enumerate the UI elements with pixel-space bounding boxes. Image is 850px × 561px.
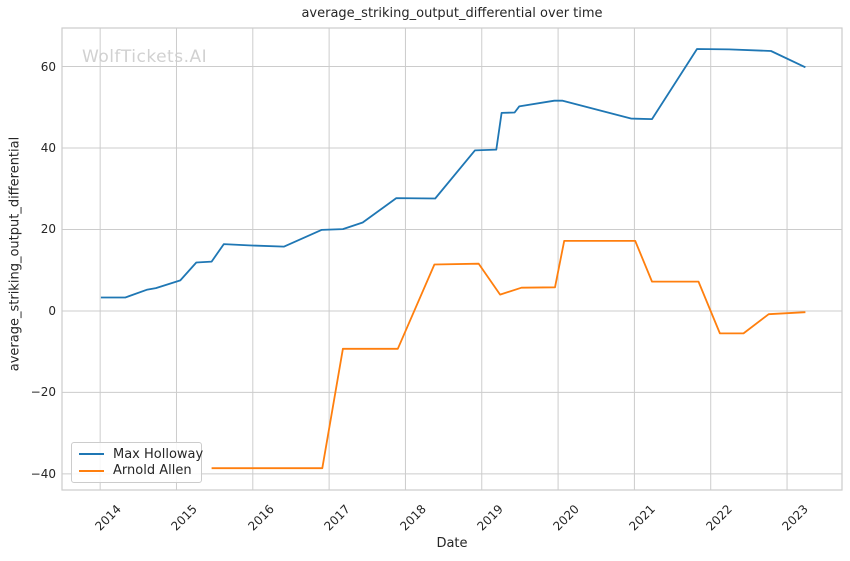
legend: Max Holloway Arnold Allen: [71, 442, 203, 483]
legend-label: Arnold Allen: [113, 463, 192, 479]
y-tick-label: 20: [40, 222, 56, 237]
y-tick-label: 60: [40, 59, 56, 74]
legend-item-arnold-allen: Arnold Allen: [79, 463, 194, 478]
series-layer: [100, 48, 806, 470]
grid-layer: [62, 28, 842, 490]
y-tick-label: 0: [48, 303, 56, 318]
series-line-max-holloway: [100, 48, 806, 299]
plot-border: [61, 27, 843, 491]
watermark: WolfTickets.AI: [82, 47, 208, 67]
y-tick-label: −20: [30, 385, 56, 400]
legend-line-swatch-blue: [79, 453, 104, 456]
chart-title: average_striking_output_differential ove…: [301, 6, 603, 21]
legend-label: Max Holloway: [113, 446, 204, 462]
y-tick-label: 40: [40, 140, 56, 155]
x-axis-label: Date: [436, 536, 468, 551]
y-tick-label: −40: [30, 466, 56, 481]
series-line-arnold-allen: [211, 239, 806, 470]
legend-item-max-holloway: Max Holloway: [79, 447, 203, 462]
legend-line-swatch-orange: [79, 469, 104, 472]
